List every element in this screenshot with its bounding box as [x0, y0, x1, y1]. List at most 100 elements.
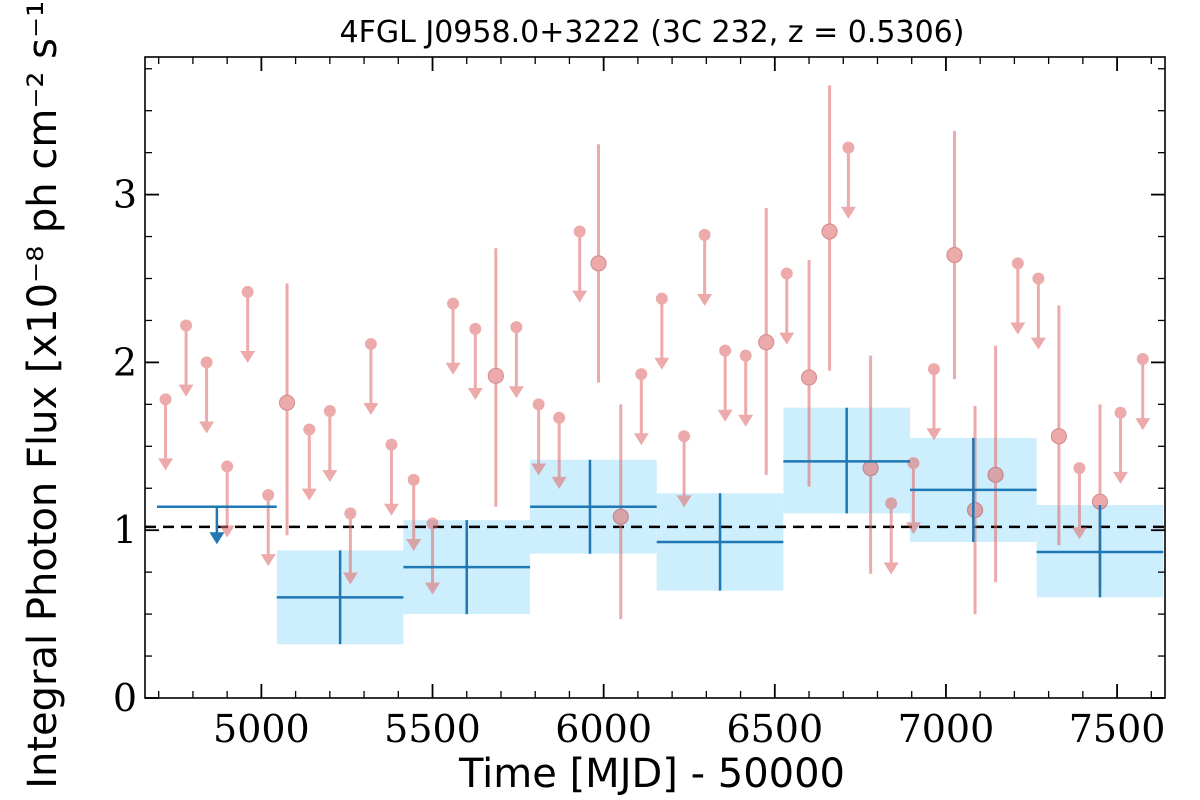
upper-limit-arrowhead	[1113, 471, 1129, 484]
upper-limit-arrowhead	[531, 463, 547, 476]
upper-limit-point	[385, 438, 398, 451]
upper-limit-arrowhead	[322, 470, 338, 483]
detection-point	[821, 223, 838, 240]
fine-upper-limit-mark	[445, 297, 461, 375]
coarse-detection-mark	[783, 407, 910, 514]
upper-limit-arrowhead	[158, 458, 174, 471]
fine-detection-mark	[987, 345, 1004, 583]
upper-limit-point	[907, 457, 920, 470]
upper-limit-point	[469, 322, 482, 335]
x-tick-label: 5000	[213, 707, 310, 751]
upper-limit-arrowhead	[301, 488, 317, 501]
coarse-upper-limit-mark	[156, 505, 277, 545]
coarse-detection-mark	[910, 437, 1037, 542]
fine-upper-limit-mark	[1135, 353, 1151, 431]
upper-limit-arrowhead	[508, 386, 524, 399]
coarse-detection-mark	[530, 459, 657, 554]
upper-limit-arrowhead	[926, 428, 942, 441]
fine-upper-limit-mark	[697, 228, 713, 306]
plot-frame	[144, 56, 1166, 699]
upper-limit-point	[221, 460, 234, 473]
fine-upper-limit-mark	[363, 337, 379, 416]
detection-point	[862, 460, 879, 477]
detection-point	[758, 334, 775, 351]
upper-limit-point	[553, 411, 566, 424]
fine-upper-limit-mark	[531, 398, 547, 476]
fine-upper-limit-mark	[158, 393, 174, 471]
upper-limit-point	[1136, 353, 1149, 366]
upper-limit-arrowhead	[697, 293, 713, 306]
fine-upper-limit-mark	[199, 356, 215, 434]
y-tick-labels: 0 1 2 3	[113, 173, 137, 720]
fine-detection-mark	[612, 404, 629, 620]
fine-bin-marks	[158, 85, 1151, 620]
detection-point	[612, 508, 629, 525]
y-tick-label: 3	[113, 173, 137, 217]
upper-limit-arrowhead	[654, 357, 670, 370]
fine-detection-mark	[946, 130, 963, 380]
upper-limit-arrowhead	[219, 525, 235, 538]
fine-detection-mark	[590, 144, 607, 383]
upper-limit-point	[159, 393, 172, 406]
upper-limit-point	[1032, 272, 1045, 285]
upper-limit-point	[1011, 257, 1024, 270]
axis-ticks	[145, 57, 1165, 699]
coarse-bin-marks	[156, 407, 1164, 645]
y-tick-label: 0	[113, 676, 137, 720]
detection-point	[966, 501, 984, 519]
upper-limit-point	[364, 337, 377, 350]
upper-limit-arrowhead	[425, 582, 441, 595]
upper-limit-arrowhead	[178, 384, 194, 397]
upper-limit-arrowhead	[840, 206, 856, 219]
upper-limit-point	[510, 321, 523, 334]
coarse-upper-limit-arrowhead	[209, 532, 225, 545]
fine-upper-limit-mark	[926, 363, 942, 441]
fine-upper-limit-mark	[633, 368, 649, 446]
upper-limit-point	[262, 488, 275, 501]
fine-upper-limit-mark	[467, 322, 483, 400]
coarse-detection-mark	[403, 520, 531, 615]
coarse-detection-mark	[1036, 505, 1164, 598]
x-tick-label: 7000	[898, 707, 995, 751]
y-tick-label: 2	[113, 340, 137, 384]
coarse-detection-mark	[656, 493, 784, 591]
fine-upper-limit-mark	[425, 517, 441, 595]
fine-upper-limit-mark	[406, 473, 422, 551]
fine-upper-limit-mark	[240, 285, 256, 364]
upper-limit-point	[1114, 406, 1127, 419]
y-axis-label: Integral Photon Flux [x10⁻⁸ ph cm⁻² s⁻¹]	[20, 0, 66, 789]
detection-point	[1050, 428, 1067, 445]
upper-limit-arrowhead	[383, 503, 399, 516]
upper-limit-arrowhead	[199, 421, 215, 434]
detection-point	[946, 246, 963, 264]
upper-limit-arrowhead	[633, 433, 649, 446]
upper-limit-arrowhead	[572, 290, 588, 303]
upper-limit-point	[842, 141, 855, 154]
fine-upper-limit-mark	[508, 321, 524, 399]
upper-limit-arrowhead	[363, 403, 379, 416]
upper-limit-point	[739, 349, 752, 362]
x-tick-labels: 5000 5500 6000 6500 7000 7500	[213, 707, 1165, 751]
upper-limit-arrowhead	[717, 409, 733, 422]
fine-detection-mark	[278, 283, 296, 536]
fine-upper-limit-mark	[905, 457, 921, 535]
upper-limit-arrowhead	[1071, 527, 1087, 540]
detection-point	[487, 367, 504, 384]
fine-detection-mark	[862, 355, 879, 574]
fine-upper-limit-mark	[676, 430, 692, 508]
fine-upper-limit-mark	[1030, 272, 1046, 350]
fine-upper-limit-mark	[178, 319, 194, 397]
upper-limit-arrowhead	[467, 387, 483, 400]
fine-detection-mark	[487, 248, 504, 507]
upper-limit-point	[200, 356, 213, 369]
upper-limit-point	[344, 507, 357, 520]
upper-limit-point	[180, 319, 193, 332]
upper-limit-point	[635, 368, 648, 381]
upper-limit-point	[426, 517, 439, 530]
upper-limit-point	[241, 285, 254, 298]
upper-limit-point	[1073, 462, 1086, 475]
upper-limit-point	[655, 292, 668, 305]
fine-upper-limit-mark	[1071, 462, 1087, 540]
fine-upper-limit-mark	[322, 405, 338, 483]
